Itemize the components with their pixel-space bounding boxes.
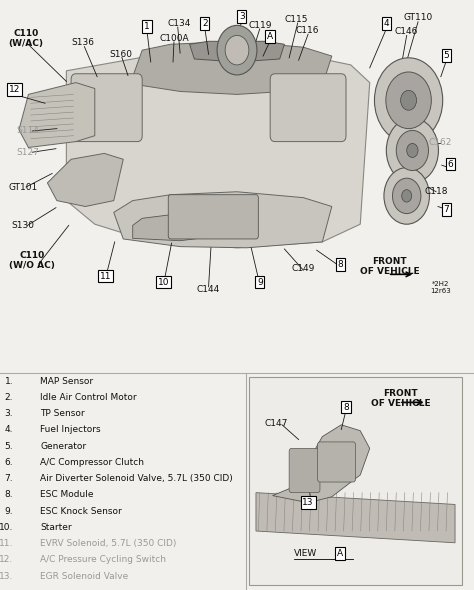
Text: ESC Knock Sensor: ESC Knock Sensor (40, 507, 122, 516)
Circle shape (392, 178, 421, 214)
Text: 3.: 3. (5, 409, 13, 418)
Text: TP Sensor: TP Sensor (40, 409, 85, 418)
Circle shape (217, 25, 257, 75)
Polygon shape (273, 425, 370, 503)
Text: 6: 6 (447, 159, 453, 169)
Text: Generator: Generator (40, 442, 86, 451)
Text: A/C Pressure Cycling Switch: A/C Pressure Cycling Switch (40, 555, 166, 565)
Text: 6.: 6. (5, 458, 13, 467)
Text: 13.: 13. (0, 572, 13, 581)
Polygon shape (256, 493, 455, 543)
Text: C100A: C100A (159, 34, 189, 43)
Text: FRONT
OF VEHICLE: FRONT OF VEHICLE (360, 257, 419, 276)
Text: C110
(W/O AC): C110 (W/O AC) (9, 251, 55, 270)
Circle shape (374, 58, 443, 143)
Polygon shape (47, 153, 123, 206)
Text: C147: C147 (264, 418, 288, 428)
Text: C146: C146 (394, 27, 418, 36)
Text: ESC Module: ESC Module (40, 490, 94, 499)
Text: C110
(W/AC): C110 (W/AC) (9, 29, 44, 48)
FancyBboxPatch shape (71, 74, 142, 142)
Text: Starter: Starter (40, 523, 72, 532)
Text: 8.: 8. (5, 490, 13, 499)
Text: S127: S127 (16, 148, 39, 157)
Text: 7: 7 (444, 205, 449, 214)
Circle shape (384, 168, 429, 224)
Text: C119: C119 (248, 21, 272, 30)
Text: 4.: 4. (5, 425, 13, 434)
Text: Air Diverter Solenoid Valve, 5.7L (350 CID): Air Diverter Solenoid Valve, 5.7L (350 C… (40, 474, 233, 483)
Circle shape (407, 143, 418, 158)
Text: 10: 10 (158, 277, 169, 287)
Text: 12: 12 (9, 85, 20, 94)
Text: 5.: 5. (5, 442, 13, 451)
Polygon shape (133, 41, 332, 94)
Polygon shape (114, 192, 332, 248)
Circle shape (401, 90, 417, 110)
Polygon shape (19, 83, 95, 148)
Text: C116: C116 (295, 26, 319, 35)
Text: GT101: GT101 (8, 182, 37, 192)
Text: 13: 13 (302, 498, 314, 507)
Text: 4: 4 (384, 19, 390, 28)
Text: 2: 2 (202, 19, 208, 28)
Text: 12.: 12. (0, 555, 13, 565)
Text: C115: C115 (284, 15, 308, 24)
Text: S114: S114 (16, 126, 39, 136)
Text: GT110: GT110 (403, 13, 433, 22)
Text: 2.: 2. (5, 393, 13, 402)
Text: Idle Air Control Motor: Idle Air Control Motor (40, 393, 137, 402)
Text: VIEW: VIEW (294, 549, 318, 558)
Text: *2H2
12r63: *2H2 12r63 (430, 281, 451, 294)
Text: 9.: 9. (5, 507, 13, 516)
Text: 1.: 1. (5, 376, 13, 386)
Text: 8: 8 (337, 260, 343, 269)
Text: A: A (337, 549, 343, 558)
Bar (249, 377, 462, 585)
Text: S160: S160 (109, 50, 132, 59)
Circle shape (225, 35, 249, 65)
Circle shape (386, 72, 431, 129)
Text: A/C Compressor Clutch: A/C Compressor Clutch (40, 458, 144, 467)
Text: C118: C118 (424, 187, 448, 196)
Circle shape (386, 118, 438, 183)
Polygon shape (133, 212, 218, 241)
Text: 10.: 10. (0, 523, 13, 532)
Text: C149: C149 (292, 264, 315, 273)
Text: EGR Solenoid Valve: EGR Solenoid Valve (40, 572, 128, 581)
Circle shape (402, 190, 411, 202)
Text: C134: C134 (167, 19, 191, 28)
FancyBboxPatch shape (289, 448, 320, 493)
Text: EVRV Solenoid, 5.7L (350 CID): EVRV Solenoid, 5.7L (350 CID) (40, 539, 177, 548)
Text: 8: 8 (343, 402, 349, 412)
FancyBboxPatch shape (318, 442, 356, 482)
Text: 11: 11 (100, 271, 111, 281)
FancyBboxPatch shape (168, 195, 258, 239)
Text: C144: C144 (197, 284, 220, 294)
Text: S130: S130 (11, 221, 34, 230)
Polygon shape (190, 41, 284, 62)
Text: C162: C162 (428, 138, 452, 148)
Text: 9: 9 (257, 277, 263, 287)
Text: A: A (267, 32, 273, 41)
Text: MAP Sensor: MAP Sensor (40, 376, 93, 386)
Text: FRONT
OF VEHICLE: FRONT OF VEHICLE (371, 389, 430, 408)
Text: S136: S136 (72, 38, 94, 47)
Text: 5: 5 (444, 51, 449, 60)
Text: Fuel Injectors: Fuel Injectors (40, 425, 101, 434)
Text: 7.: 7. (5, 474, 13, 483)
FancyBboxPatch shape (270, 74, 346, 142)
Text: 11.: 11. (0, 539, 13, 548)
Text: 1: 1 (144, 22, 150, 31)
Circle shape (396, 130, 428, 171)
Polygon shape (66, 47, 370, 248)
Text: 3: 3 (239, 12, 245, 21)
